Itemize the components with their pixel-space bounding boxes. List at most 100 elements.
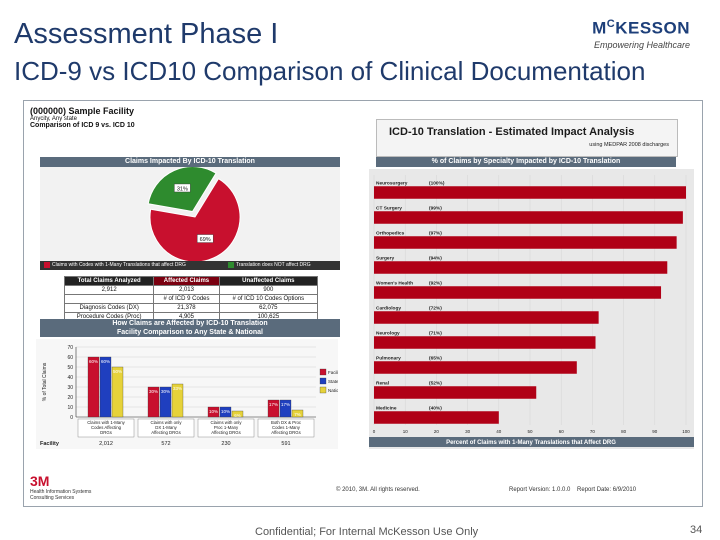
hbar-category-label: Neurology: [376, 330, 400, 336]
hbar-pct-label: (97%): [429, 230, 442, 236]
mckesson-logo: MCKESSON Empowering Healthcare: [592, 18, 690, 50]
hbar-bar: [374, 261, 668, 274]
claims-summary-table: Total Claims Analyzed Affected Claims Un…: [63, 276, 319, 322]
bar-row-label: Facility: [40, 441, 60, 447]
hbar-x-tick: 80: [621, 429, 627, 434]
hbar-x-tick: 40: [496, 429, 502, 434]
hbar-pct-label: (94%): [429, 255, 442, 261]
hbar-pct-label: (40%): [429, 405, 442, 411]
hbar-pct-label: (92%): [429, 280, 442, 286]
confidential-notice: Confidential; For Internal McKesson Use …: [255, 526, 479, 538]
bar-category-label: Claims with only DX 1-Many Affecting DRGs: [150, 420, 182, 435]
hbar-category-label: CT Surgery: [376, 205, 402, 211]
pie-legend-b: Translation does NOT affect DRG: [236, 262, 311, 268]
bar-value-label: 17%: [281, 402, 290, 407]
bar: [111, 366, 124, 418]
bar-value-label: 33%: [173, 386, 182, 391]
hbar-pct-label: (99%): [429, 205, 442, 211]
bar-value-label: 30%: [161, 389, 170, 394]
hbar-bar: [374, 236, 677, 249]
copyright: © 2010, 3M. All rights reserved.: [336, 487, 420, 493]
pie-chart: 69% 31%: [40, 167, 340, 267]
bar: [147, 386, 160, 418]
bar-y-tick: 20: [67, 395, 73, 401]
3m-logo: 3M Health Information Systems Consulting…: [30, 473, 92, 501]
bar: [231, 410, 244, 418]
hbar-bar: [374, 361, 577, 374]
bar-category-label: Claims with 1-Many Codes Affecting DRGs: [87, 420, 125, 435]
bar-y-tick: 40: [67, 375, 73, 381]
pie-legend: Claims with Codes with 1-Many Translatio…: [40, 261, 340, 270]
hbar-category-label: Renal: [376, 380, 389, 386]
specialty-bar-chart: 0 10 20 30 40 50 60 70 80 90 100 Neurosurgery (100%)…: [369, 169, 694, 449]
bar-row-value: 572: [161, 441, 170, 447]
hbar-bar: [374, 386, 537, 399]
bar-row-value: 230: [221, 441, 230, 447]
bar: [159, 386, 172, 418]
bar: [291, 409, 304, 418]
hbar-x-tick: 10: [403, 429, 409, 434]
report-version: Report Version: 1.0.0.0 Report Date: 6/9…: [509, 487, 637, 493]
hbar-x-tick: 70: [590, 429, 596, 434]
bar-value-label: 10%: [209, 409, 218, 414]
bar-y-tick: 30: [67, 385, 73, 391]
bar-legend-entry: State: [328, 379, 338, 384]
hbar-category-label: Orthopedics: [376, 230, 405, 236]
bar-legend-entry: Facility: [328, 370, 338, 375]
pie-slice-label: 31%: [177, 186, 188, 192]
hbar-pct-label: (71%): [429, 330, 442, 336]
bar-y-tick: 0: [70, 415, 73, 421]
bar: [87, 356, 100, 418]
hbar-bar: [374, 211, 683, 224]
bar-row-value: 591: [281, 441, 290, 447]
hbar-category-label: Neurosurgery: [376, 180, 408, 186]
hbar-bar: [374, 411, 499, 424]
bar-category-label: Claims with only Proc 1-Many Affecting DRG…: [210, 420, 242, 435]
bar-y-tick: 10: [67, 405, 73, 411]
bar-y-tick: 70: [67, 345, 73, 351]
bar-legend-entry: National: [328, 388, 338, 393]
hbar-pct-label: (52%): [429, 380, 442, 386]
facility-heading: (000000) Sample Facility Anycity, Any st…: [30, 106, 135, 129]
impact-analysis-header: ICD-10 Translation - Estimated Impact An…: [376, 119, 678, 157]
hbar-x-tick: 100: [682, 429, 690, 434]
hbar-x-tick: 50: [527, 429, 533, 434]
hbar-x-tick: 30: [465, 429, 471, 434]
bar: [99, 356, 112, 418]
hbar-category-label: Pulmonary: [376, 355, 401, 361]
hbar-bar: [374, 286, 662, 299]
logo-tagline: Empowering Healthcare: [593, 39, 690, 50]
bar-value-label: 7%: [294, 412, 301, 417]
bar-category-label: Both DX & Proc Codes 1-Many Affecting DRGs: [271, 420, 302, 435]
hbar-bar: [374, 336, 596, 349]
hbar-pct-label: (100%): [429, 180, 445, 186]
hbar-category-label: Surgery: [376, 255, 394, 261]
bar-value-label: 6%: [234, 413, 241, 418]
bar-y-tick: 60: [67, 355, 73, 361]
page-title: Assessment Phase I: [14, 18, 279, 50]
embedded-report: (000000) Sample Facility Anycity, Any st…: [23, 100, 703, 507]
hbar-x-tick: 60: [559, 429, 565, 434]
pie-chart-title: Claims Impacted By ICD-10 Translation: [40, 157, 340, 167]
bar-value-label: 50%: [113, 369, 122, 374]
bar-value-label: 17%: [269, 402, 278, 407]
bar: [279, 399, 292, 418]
hbar-pct-label: (72%): [429, 305, 442, 311]
bar-value-label: 30%: [149, 389, 158, 394]
bar-value-label: 60%: [89, 359, 98, 364]
bar: [171, 383, 184, 418]
hbar-category-label: Cardiology: [376, 305, 401, 311]
page-number: 34: [690, 524, 703, 536]
bar-value-label: 60%: [101, 359, 110, 364]
hbar-bar: [374, 311, 599, 324]
hbar-category-label: Women's Health: [376, 280, 413, 286]
page-subtitle: ICD-9 vs ICD10 Comparison of Clinical Do…: [14, 56, 646, 86]
pie-slice: [149, 177, 241, 263]
hbar-x-tick: 20: [434, 429, 440, 434]
bar-row-value: 2,012: [99, 441, 113, 447]
bar-chart-title: How Claims are Affected by ICD-10 Transl…: [40, 319, 340, 337]
bar-value-label: 10%: [221, 409, 230, 414]
hbar-x-tick: 90: [652, 429, 658, 434]
bar: [219, 406, 232, 418]
